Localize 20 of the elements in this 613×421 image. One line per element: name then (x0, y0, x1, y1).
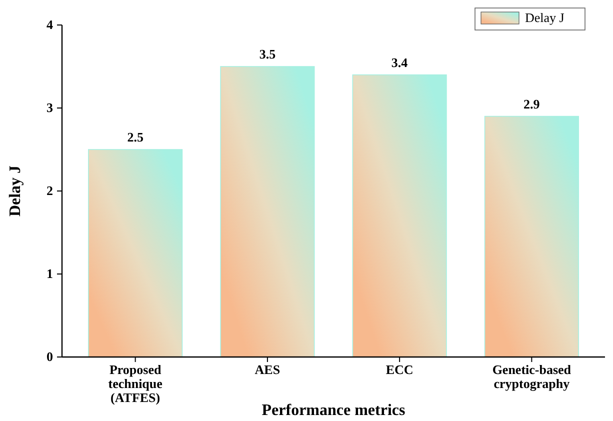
x-axis-title: Performance metrics (262, 402, 406, 419)
bar (352, 74, 447, 358)
y-tick-label: 0 (46, 349, 53, 364)
x-tick-label: AES (254, 362, 280, 377)
y-tick-label: 3 (46, 100, 54, 115)
data-label: 2.5 (127, 130, 144, 144)
data-label: 3.5 (259, 46, 276, 62)
y-axis-title: Delay J (7, 165, 24, 217)
x-tick-label: Genetic-based cryptography (492, 362, 572, 391)
y-tick-label: 4 (46, 17, 54, 32)
bar (484, 116, 579, 358)
bar (88, 149, 183, 358)
y-tick-label: 2 (46, 183, 53, 198)
data-label: 3.4 (391, 54, 408, 70)
x-tick-label: Proposed technique (ATFES) (108, 362, 163, 405)
x-tick-label: ECC (386, 362, 414, 377)
legend-label: Delay J (525, 10, 564, 25)
bar (220, 66, 315, 358)
y-tick-label: 1 (46, 266, 53, 281)
data-label: 2.9 (524, 96, 540, 112)
